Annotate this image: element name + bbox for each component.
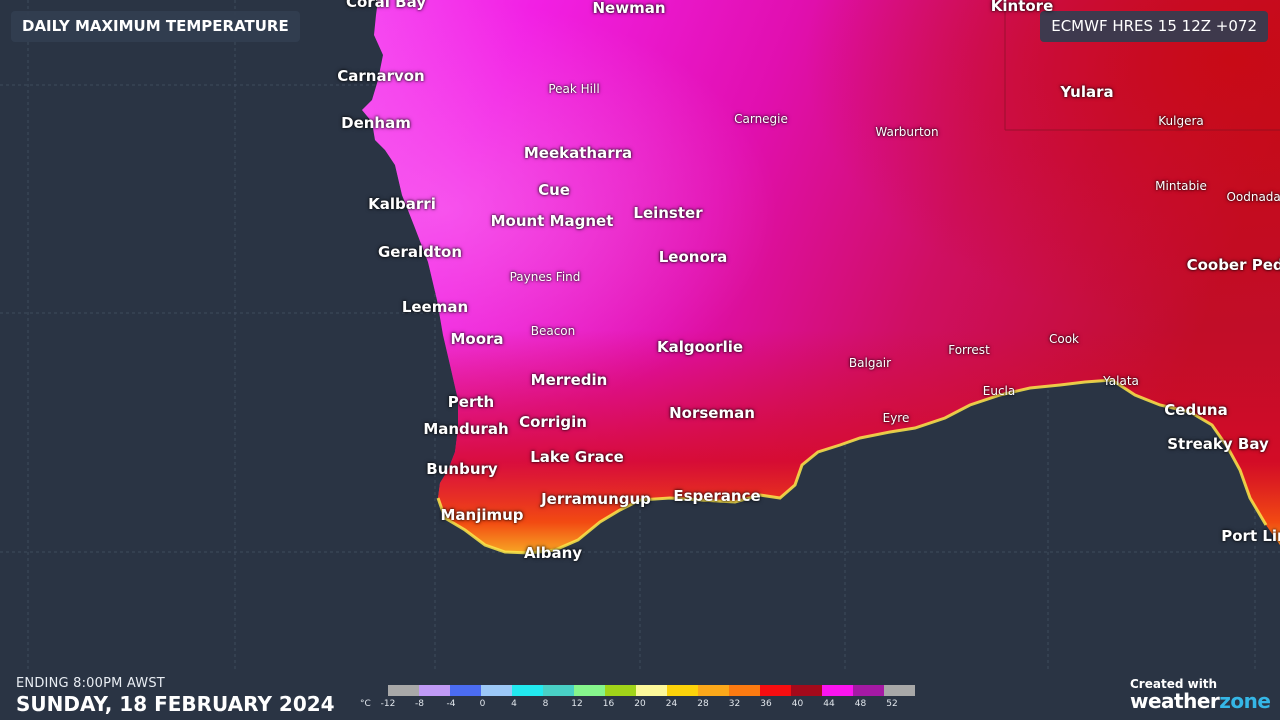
legend-swatch (512, 685, 543, 696)
place-label-mandurah: Mandurah (423, 420, 509, 438)
legend-tick-label: 0 (479, 699, 486, 709)
place-label-esperance: Esperance (673, 487, 761, 505)
legend-swatch (419, 685, 450, 696)
legend-tick-labels: -12 -8 -4 0 4 8 12 16 20 24 28 32 36 40 44 48 52 (360, 699, 915, 711)
temperature-legend: -12 -8 -4 0 4 8 12 16 20 24 28 32 36 40 44 48 52 °C (360, 685, 915, 711)
place-label-kalgoorlie: Kalgoorlie (656, 338, 744, 356)
place-label-kintore: Kintore (990, 0, 1054, 15)
place-label-leeman: Leeman (401, 298, 469, 316)
legend-swatch (543, 685, 574, 696)
place-label-forrest: Forrest (948, 343, 990, 357)
place-label-moora: Moora (450, 330, 504, 348)
place-label-jerramungup: Jerramungup (541, 490, 651, 508)
legend-tick-label: 16 (602, 699, 615, 709)
legend-tick-label: -4 (446, 699, 456, 709)
place-label-merredin: Merredin (530, 371, 608, 389)
place-label-newman: Newman (592, 0, 666, 17)
legend-swatch (884, 685, 915, 696)
place-label-carnegie: Carnegie (734, 112, 788, 126)
place-label-oodnadatta: Oodnadatta (1226, 190, 1280, 204)
place-label-mintabie: Mintabie (1155, 179, 1207, 193)
legend-swatch (729, 685, 760, 696)
place-label-leonora: Leonora (658, 248, 728, 266)
place-label-yulara: Yulara (1060, 83, 1114, 101)
legend-swatch (791, 685, 822, 696)
place-label-norseman: Norseman (669, 404, 755, 422)
legend-tick-label: 32 (728, 699, 741, 709)
place-label-denham: Denham (341, 114, 411, 132)
place-label-paynes-find: Paynes Find (509, 270, 581, 284)
legend-swatch (450, 685, 481, 696)
place-label-albany: Albany (523, 544, 583, 562)
legend-tick-label: 28 (697, 699, 709, 709)
legend-swatch (481, 685, 512, 696)
legend-tick-label: -12 (380, 699, 396, 709)
legend-swatch (698, 685, 729, 696)
place-label-manjimup: Manjimup (440, 506, 524, 524)
place-label-coober-pedy: Coober Pedy (1186, 256, 1280, 274)
place-label-kulgera: Kulgera (1158, 114, 1204, 128)
place-label-bunbury: Bunbury (426, 460, 498, 478)
legend-tick-label: 44 (823, 699, 835, 709)
legend-unit: °C (360, 699, 371, 709)
legend-tick-label: 8 (542, 699, 549, 709)
place-label-coral-bay: Coral Bay (345, 0, 427, 11)
credit: Created with weatherzone (1130, 677, 1271, 713)
legend-color-bar (388, 685, 915, 696)
legend-tick-label: 12 (571, 699, 583, 709)
place-label-mount-magnet: Mount Magnet (490, 212, 614, 230)
place-label-geraldton: Geraldton (377, 243, 463, 261)
place-label-eucla: Eucla (982, 384, 1016, 398)
legend-tick-label: 24 (665, 699, 678, 709)
place-label-perth: Perth (447, 393, 495, 411)
weatherzone-logo-zone: zone (1219, 689, 1271, 713)
place-label-ceduna: Ceduna (1164, 401, 1228, 419)
legend-swatch (760, 685, 791, 696)
legend-tick-label: 40 (791, 699, 804, 709)
legend-swatch (667, 685, 698, 696)
model-run-label: ECMWF HRES 15 12Z +072 (1040, 11, 1268, 42)
place-label-yalata: Yalata (1103, 374, 1139, 388)
place-label-peak-hill: Peak Hill (548, 82, 600, 96)
place-label-corrigin: Corrigin (519, 413, 587, 431)
legend-swatch (822, 685, 853, 696)
map-title: DAILY MAXIMUM TEMPERATURE (11, 11, 300, 42)
place-label-warburton: Warburton (875, 125, 939, 139)
place-label-beacon: Beacon (530, 324, 576, 338)
legend-tick-label: 48 (854, 699, 867, 709)
valid-time-box: ENDING 8:00PM AWST SUNDAY, 18 FEBRUARY 2… (16, 676, 335, 716)
legend-swatch (605, 685, 636, 696)
legend-swatch (388, 685, 419, 696)
legend-swatch (636, 685, 667, 696)
ending-time: ENDING 8:00PM AWST (16, 676, 165, 691)
place-label-balgair: Balgair (848, 356, 892, 370)
weatherzone-logo: weatherzone (1130, 689, 1271, 713)
legend-tick-label: 4 (511, 699, 517, 709)
place-label-port-lincoln: Port Lincoln (1221, 527, 1280, 545)
credit-created-with: Created with (1130, 677, 1218, 691)
place-label-lake-grace: Lake Grace (530, 448, 624, 466)
place-label-kalbarri: Kalbarri (368, 195, 436, 213)
weatherzone-logo-weather: weather (1130, 689, 1220, 713)
forecast-date: SUNDAY, 18 FEBRUARY 2024 (16, 692, 335, 716)
place-label-carnarvon: Carnarvon (337, 67, 425, 85)
legend-tick-label: 20 (634, 699, 646, 709)
place-label-cook: Cook (1048, 332, 1080, 346)
place-label-leinster: Leinster (633, 204, 703, 222)
place-label-streaky-bay: Streaky Bay (1167, 435, 1269, 453)
place-label-cue: Cue (538, 181, 570, 199)
legend-tick-label: 52 (886, 699, 898, 709)
place-label-eyre: Eyre (882, 411, 910, 425)
legend-tick-label: -8 (415, 699, 424, 709)
legend-swatch (853, 685, 884, 696)
legend-swatch (574, 685, 605, 696)
place-label-meekatharra: Meekatharra (523, 144, 633, 162)
legend-tick-label: 36 (760, 699, 772, 709)
